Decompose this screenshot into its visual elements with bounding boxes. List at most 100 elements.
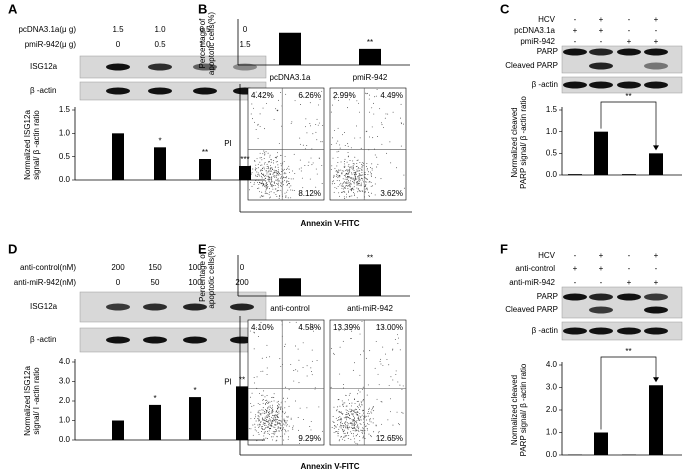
- event-dot: [352, 369, 354, 371]
- lane-value: +: [654, 37, 659, 46]
- event-dot: [360, 429, 362, 431]
- event-dot: [298, 382, 300, 384]
- event-dot: [262, 429, 264, 431]
- event-dot: [270, 191, 272, 193]
- event-dot: [258, 416, 260, 418]
- event-dot: [351, 422, 352, 424]
- event-dot: [346, 405, 348, 407]
- event-dot: [286, 425, 288, 427]
- event-dot: [361, 320, 363, 322]
- event-dot: [371, 175, 372, 177]
- event-dot: [273, 396, 275, 398]
- event-dot: [361, 162, 363, 164]
- event-dot: [321, 141, 323, 143]
- event-dot: [351, 178, 353, 180]
- event-dot: [266, 184, 268, 185]
- lane-value: 200: [111, 263, 125, 272]
- event-dot: [367, 384, 369, 386]
- event-dot: [376, 89, 378, 90]
- event-dot: [255, 167, 257, 169]
- event-dot: [369, 111, 371, 113]
- event-dot: [272, 404, 273, 406]
- event-dot: [268, 161, 270, 163]
- event-dot: [331, 165, 333, 167]
- event-dot: [354, 441, 356, 443]
- event-dot: [278, 422, 280, 424]
- event-dot: [306, 365, 308, 367]
- event-dot: [368, 191, 370, 193]
- event-dot: [368, 181, 370, 183]
- band: [183, 336, 207, 344]
- event-dot: [342, 430, 344, 432]
- event-dot: [293, 153, 295, 155]
- event-dot: [365, 131, 367, 133]
- event-dot: [353, 180, 355, 182]
- quadrant-value: 8.12%: [298, 189, 321, 198]
- event-dot: [359, 409, 361, 410]
- event-dot: [370, 421, 372, 423]
- event-dot: [250, 402, 252, 404]
- event-dot: [264, 162, 266, 163]
- event-dot: [376, 166, 378, 168]
- event-dot: [275, 156, 277, 158]
- event-dot: [270, 185, 272, 187]
- event-dot: [315, 97, 317, 99]
- event-dot: [373, 431, 375, 433]
- event-dot: [258, 425, 260, 427]
- event-dot: [310, 429, 312, 431]
- lane-value: +: [599, 264, 604, 273]
- lane-value: -: [574, 251, 577, 260]
- event-dot: [357, 393, 359, 395]
- event-dot: [263, 166, 265, 168]
- event-dot: [306, 407, 308, 409]
- event-dot: [338, 330, 340, 332]
- event-dot: [358, 175, 360, 177]
- event-dot: [342, 134, 343, 136]
- event-dot: [342, 178, 344, 180]
- event-dot: [286, 191, 288, 193]
- event-dot: [342, 425, 344, 426]
- event-dot: [336, 180, 338, 182]
- bar: [568, 174, 582, 175]
- event-dot: [278, 406, 280, 408]
- event-dot: [275, 411, 277, 413]
- event-dot: [285, 422, 287, 424]
- event-dot: [302, 187, 304, 189]
- event-dot: [338, 171, 340, 173]
- event-dot: [363, 162, 365, 164]
- event-dot: [391, 439, 393, 441]
- event-dot: [284, 401, 286, 403]
- event-dot: [350, 338, 352, 340]
- event-dot: [381, 423, 383, 425]
- band: [148, 63, 172, 71]
- event-dot: [398, 424, 400, 426]
- event-dot: [401, 123, 402, 125]
- event-dot: [353, 194, 355, 196]
- event-dot: [249, 189, 251, 191]
- bar: [359, 264, 381, 296]
- event-dot: [257, 336, 259, 337]
- event-dot: [264, 191, 266, 193]
- band: [589, 81, 613, 89]
- event-dot: [249, 396, 251, 398]
- event-dot: [264, 128, 265, 130]
- event-dot: [341, 170, 343, 172]
- event-dot: [276, 414, 278, 416]
- event-dot: [321, 430, 323, 432]
- event-dot: [355, 408, 356, 410]
- event-dot: [368, 195, 370, 197]
- event-dot: [355, 172, 356, 174]
- event-dot: [376, 398, 378, 400]
- event-dot: [264, 186, 266, 188]
- event-dot: [267, 411, 269, 413]
- event-dot: [267, 416, 269, 418]
- event-dot: [390, 376, 392, 378]
- event-dot: [386, 359, 388, 361]
- event-dot: [354, 418, 356, 420]
- event-dot: [259, 196, 261, 198]
- event-dot: [344, 198, 346, 199]
- event-dot: [355, 174, 357, 176]
- event-dot: [342, 183, 344, 184]
- event-dot: [392, 349, 394, 351]
